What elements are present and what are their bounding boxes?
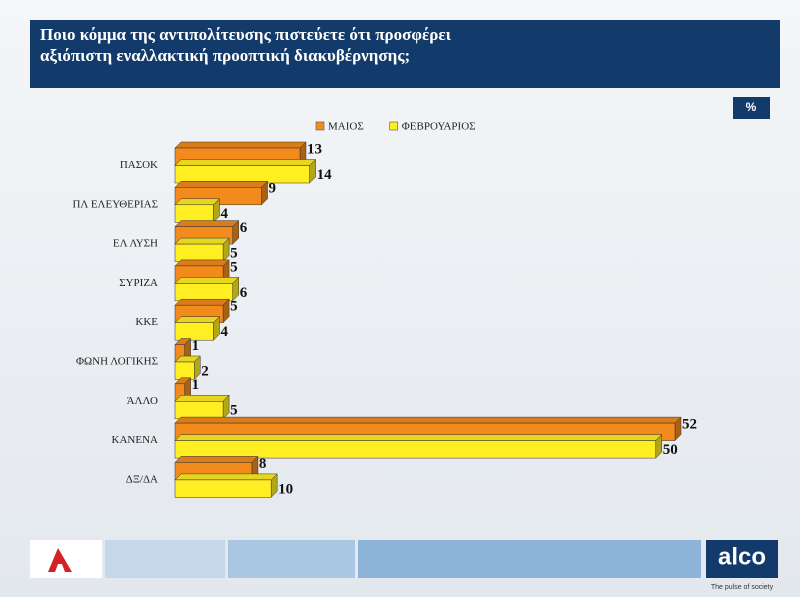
value-label: 9 <box>269 181 277 197</box>
bar <box>174 243 224 262</box>
bar-top <box>174 259 230 267</box>
bar-top <box>174 395 230 402</box>
value-label: 5 <box>230 246 238 262</box>
footer-band <box>105 540 225 578</box>
title-holder: Ποιο κόμμα της αντιπολίτευσης πιστεύετε … <box>40 25 451 65</box>
bar <box>174 165 310 184</box>
bar-top <box>174 473 278 481</box>
chart-title: Ποιο κόμμα της αντιπολίτευσης πιστεύετε … <box>40 25 451 65</box>
bar <box>174 322 214 341</box>
brand-box <box>706 540 778 578</box>
bar-top <box>174 237 230 245</box>
bar-top <box>174 434 663 441</box>
value-label: 10 <box>278 481 293 497</box>
category-label: ΔΞ/ΔΑ <box>126 473 158 485</box>
category-label: ΣΥΡΙΖΑ <box>119 277 158 289</box>
bar-top <box>174 220 240 227</box>
value-label: 14 <box>317 167 333 183</box>
bar <box>174 204 214 223</box>
value-label: 5 <box>230 403 238 419</box>
logo-mark <box>48 548 72 572</box>
legend-label: ΜΑΙΟΣ <box>328 121 364 133</box>
category-label: ΚΚΕ <box>135 316 158 328</box>
value-label: 50 <box>663 442 678 458</box>
bar-top <box>174 141 307 149</box>
bar-top <box>174 456 259 463</box>
category-label: ΠΑΣΟΚ <box>120 159 158 171</box>
legend-label: ΦΕΒΡΟΥΑΡΙΟΣ <box>402 121 476 133</box>
bar <box>174 440 657 459</box>
value-label: 13 <box>307 141 322 157</box>
bar <box>174 479 272 498</box>
value-label: 1 <box>192 377 200 393</box>
bar <box>174 401 224 420</box>
category-label: ΦΩΝΗ ΛΟΓΙΚΗΣ <box>76 356 158 368</box>
footer-band <box>228 540 355 578</box>
tagline: The pulse of society <box>711 584 774 591</box>
footer-band <box>358 540 701 578</box>
footer: alco The pulse of society <box>30 540 778 591</box>
bar <box>174 283 233 302</box>
unit-box <box>733 97 770 119</box>
value-label: 6 <box>240 220 248 236</box>
value-label: 6 <box>240 285 248 301</box>
value-label: 5 <box>230 299 238 315</box>
bar-top <box>174 298 230 306</box>
value-label: 2 <box>201 363 209 379</box>
brand: alco <box>718 543 766 570</box>
bar-top <box>174 416 682 424</box>
value-label: 1 <box>192 338 200 354</box>
legend-swatch <box>389 121 399 131</box>
value-label: 5 <box>230 259 238 275</box>
category-label: ΠΛ ΕΛΕΥΘΕΡΙΑΣ <box>72 198 158 210</box>
bar-top <box>174 198 221 206</box>
bar-top <box>174 159 317 166</box>
category-label: ΚΑΝΕΝΑ <box>112 434 158 446</box>
bar-top <box>174 316 221 323</box>
value-label: 4 <box>220 206 228 222</box>
legend-swatch <box>315 121 325 131</box>
category-label: ΆΛΛΟ <box>127 395 158 407</box>
unit-label: % <box>746 100 757 114</box>
value-label: 4 <box>220 324 228 340</box>
value-label: 8 <box>259 456 267 472</box>
value-label: 52 <box>682 417 697 433</box>
bar-top <box>174 181 269 188</box>
logo-box <box>30 540 102 578</box>
bar-top <box>174 277 240 284</box>
title-box <box>30 20 780 88</box>
category-label: ΕΛ ΛΥΣΗ <box>113 238 158 250</box>
